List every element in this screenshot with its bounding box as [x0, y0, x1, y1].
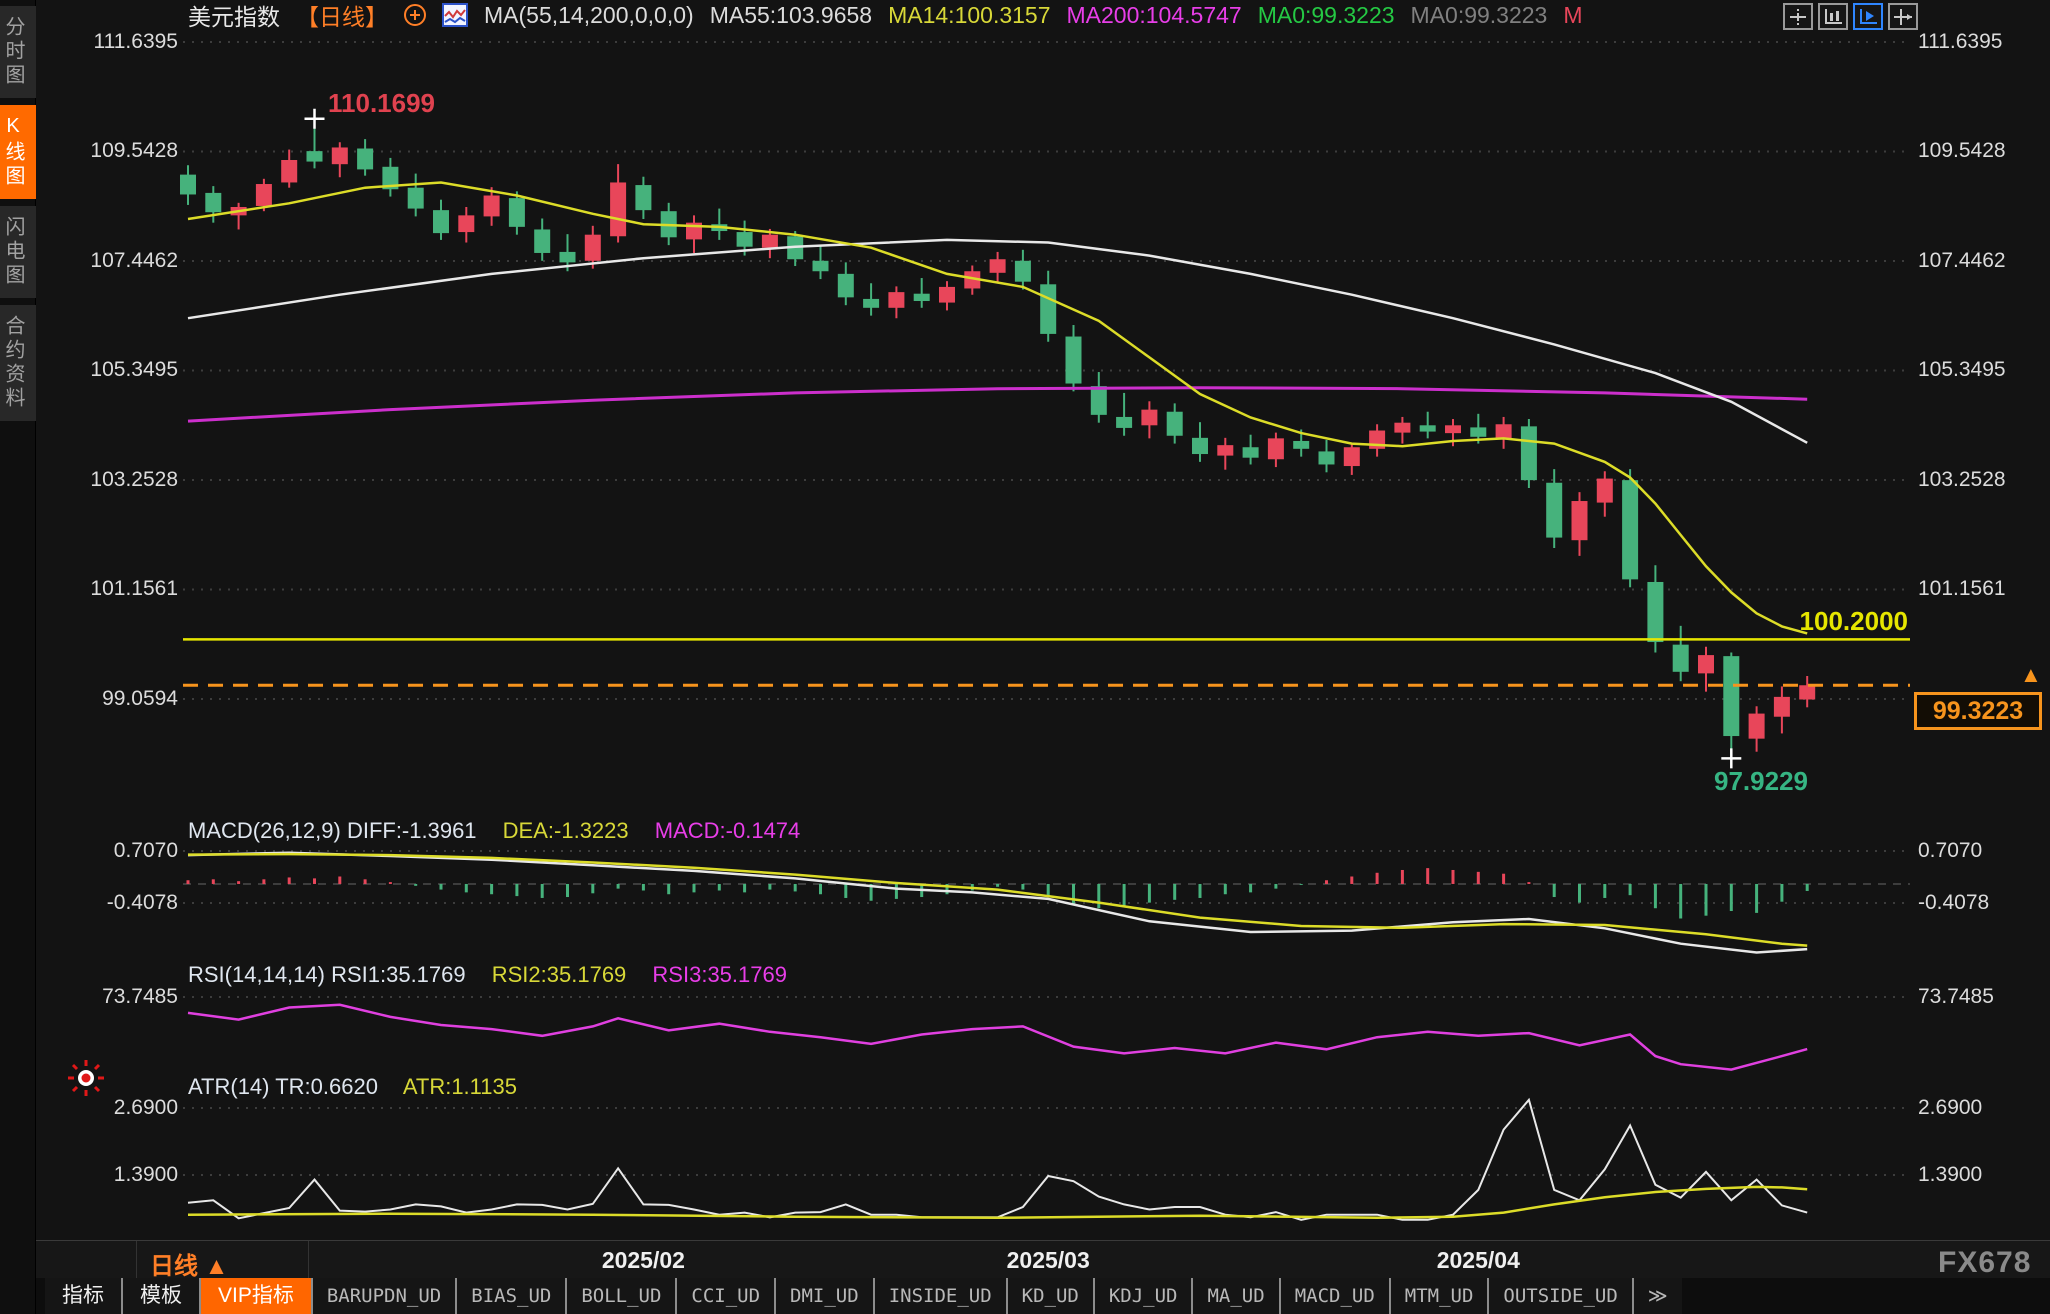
alert-burst-icon[interactable] — [66, 1058, 106, 1103]
period-label[interactable]: 【日线】 — [296, 4, 388, 30]
rsi-axis-label: 73.7485 — [102, 985, 178, 1008]
ma-formula-label: MA(55,14,200,0,0,0) — [484, 1, 694, 28]
atr-value: ATR:1.1135 — [402, 1074, 517, 1099]
macd-dea-value: DEA:-1.3223 — [502, 818, 629, 843]
date-tick-label: 2025/03 — [1006, 1247, 1090, 1273]
price-up-arrow-icon: ▲ — [2020, 662, 2042, 687]
support-line-label: 100.2000 — [1799, 606, 1908, 636]
ma14-value: MA14:100.3157 — [888, 1, 1051, 28]
ma0-value-green: MA0:99.3223 — [1257, 1, 1395, 28]
pan-axis-tool-icon[interactable] — [1888, 3, 1918, 30]
chart-style-icon[interactable] — [442, 3, 468, 27]
last-price-tag[interactable]: 99.3223 — [1914, 692, 2042, 730]
high-price-annotation: 110.1699 — [328, 88, 436, 118]
chart-type-sidebar: 分时图 K线图 闪电图 合约资料 — [0, 0, 36, 1314]
add-compare-icon[interactable] — [404, 4, 426, 26]
crosshair-tool-icon[interactable] — [1783, 3, 1813, 30]
m-flag-label: M — [1563, 1, 1583, 28]
tab-boll-ud[interactable]: BOLL_UD — [567, 1278, 676, 1314]
sidebar-item-time-chart[interactable]: 分时图 — [0, 6, 36, 98]
price-axis-label: 111.6395 — [1918, 30, 2003, 53]
price-axis-label: 105.3495 — [90, 358, 178, 381]
axis-play-tool-icon[interactable] — [1853, 3, 1883, 30]
tab-outside-ud[interactable]: OUTSIDE_UD — [1489, 1278, 1632, 1314]
tab-barupdn-ud[interactable]: BARUPDN_UD — [312, 1278, 456, 1314]
tab-kd-ud[interactable]: KD_UD — [1007, 1278, 1093, 1314]
price-axis-label: 109.5428 — [1918, 139, 2006, 162]
rsi2-value: RSI2:35.1769 — [491, 962, 627, 987]
tab-more[interactable]: ≫ — [1633, 1278, 1682, 1314]
ma55-value: MA55:103.9658 — [709, 1, 873, 28]
ma200-value: MA200:104.5747 — [1066, 1, 1242, 28]
macd-diff-value: MACD(26,12,9) DIFF:-1.3961 — [188, 818, 477, 843]
tab-template[interactable]: 模板 — [123, 1278, 199, 1314]
tab-indicator[interactable]: 指标 — [45, 1278, 121, 1314]
macd-axis-label: -0.4078 — [1918, 891, 1990, 914]
date-tick-label: 2025/04 — [1436, 1247, 1520, 1273]
tab-dmi-ud[interactable]: DMI_UD — [776, 1278, 873, 1314]
price-axis-label: 109.5428 — [90, 139, 178, 162]
atr-axis-label: 1.3900 — [113, 1163, 178, 1186]
macd-axis-label: 0.7070 — [113, 839, 178, 862]
indicator-tab-bar: 指标 模板 VIP指标 BARUPDN_UD BIAS_UD BOLL_UD C… — [36, 1278, 2050, 1314]
tab-ma-ud[interactable]: MA_UD — [1193, 1278, 1279, 1314]
sidebar-item-candle-chart[interactable]: K线图 — [0, 105, 36, 199]
atr-tr-value: ATR(14) TR:0.6620 — [188, 1074, 378, 1099]
price-axis-label: 101.1561 — [90, 577, 178, 600]
timeframe-selector[interactable]: 日线 ▲ — [150, 1253, 229, 1280]
brand-watermark: FX678 — [1938, 1246, 2032, 1279]
price-axis-label: 103.2528 — [1918, 468, 2006, 491]
rsi1-value: RSI(14,14,14) RSI1:35.1769 — [188, 962, 466, 987]
price-axis-label: 99.0594 — [102, 687, 178, 710]
macd-axis-label: 0.7070 — [1918, 839, 1983, 862]
tab-macd-ud[interactable]: MACD_UD — [1280, 1278, 1389, 1314]
price-axis-label: 107.4462 — [1918, 249, 2006, 272]
low-price-annotation: 97.9229 — [1714, 766, 1808, 796]
price-axis-label: 111.6395 — [93, 30, 178, 53]
macd-pane-header: MACD(26,12,9) DIFF:-1.3961 DEA:-1.3223 M… — [188, 818, 820, 844]
tab-mtm-ud[interactable]: MTM_UD — [1390, 1278, 1488, 1314]
date-tick-label: 2025/02 — [601, 1247, 685, 1273]
atr-axis-label: 2.6900 — [1918, 1096, 1983, 1119]
tab-inside-ud[interactable]: INSIDE_UD — [874, 1278, 1006, 1314]
tab-cci-ud[interactable]: CCI_UD — [677, 1278, 775, 1314]
sidebar-item-flash-chart[interactable]: 闪电图 — [0, 206, 36, 298]
atr-pane-header: ATR(14) TR:0.6620 ATR:1.1135 — [188, 1074, 537, 1100]
time-axis-bar: 日线 ▲ 2025/02 2025/03 2025/04 — [36, 1240, 2050, 1280]
tab-vip-indicator[interactable]: VIP指标 — [201, 1278, 311, 1314]
tab-kdj-ud[interactable]: KDJ_UD — [1094, 1278, 1192, 1314]
macd-axis-label: -0.4078 — [106, 891, 178, 914]
price-axis-label: 107.4462 — [90, 249, 178, 272]
chart-header-bar: 美元指数 【日线】 MA(55,14,200,0,0,0) MA55:103.9… — [36, 0, 2050, 31]
atr-axis-label: 2.6900 — [113, 1096, 178, 1119]
chart-tools-group — [1783, 3, 1918, 30]
rsi-pane-header: RSI(14,14,14) RSI1:35.1769 RSI2:35.1769 … — [188, 962, 807, 988]
price-axis-label: 101.1561 — [1918, 577, 2006, 600]
axis-candle-tool-icon[interactable] — [1818, 3, 1848, 30]
price-axis-label: 103.2528 — [90, 468, 178, 491]
rsi-axis-label: 73.7485 — [1918, 985, 1994, 1008]
macd-hist-value: MACD:-0.1474 — [654, 818, 801, 843]
ma0-value-gray: MA0:99.3223 — [1410, 1, 1548, 28]
tab-bias-ud[interactable]: BIAS_UD — [457, 1278, 566, 1314]
symbol-title: 美元指数 — [188, 4, 280, 30]
sidebar-item-contract-info[interactable]: 合约资料 — [0, 305, 36, 421]
rsi3-value: RSI3:35.1769 — [652, 962, 787, 987]
atr-axis-label: 1.3900 — [1918, 1163, 1983, 1186]
price-axis-label: 105.3495 — [1918, 358, 2006, 381]
